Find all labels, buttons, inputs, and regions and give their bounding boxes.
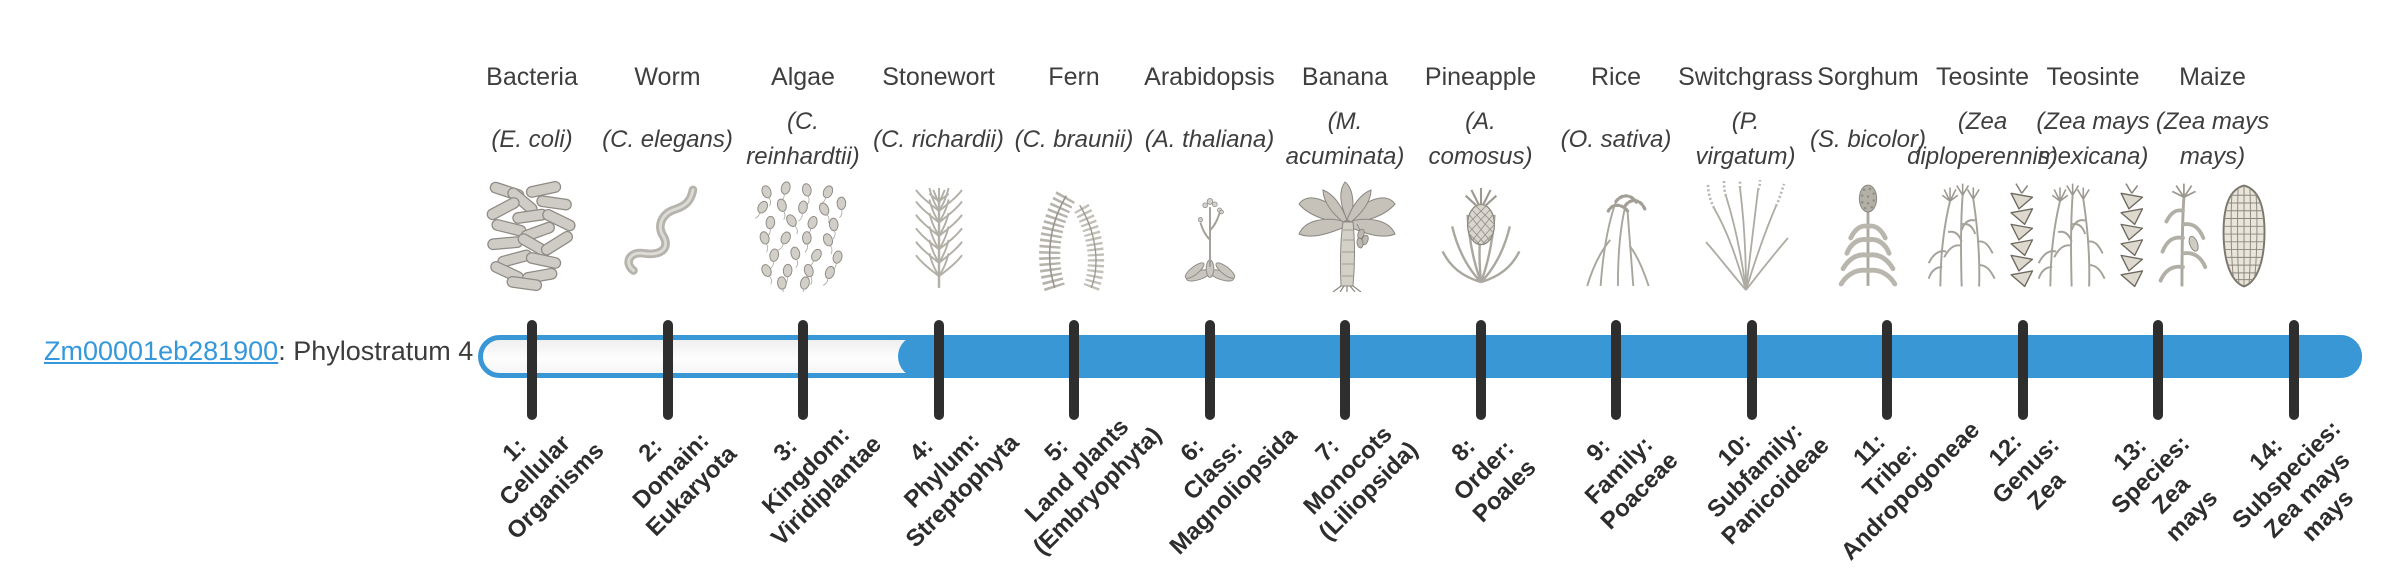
timeline-tick-9 <box>1611 320 1621 420</box>
organism-latin-name: (A. comosus) <box>1428 108 1533 170</box>
timeline-tick-5 <box>1069 320 1079 420</box>
teosinte-icon <box>1893 180 2073 292</box>
organism-name: Worm <box>634 63 701 91</box>
gene-label: Zm00001eb281900: Phylostratum 4 <box>44 336 473 367</box>
organism-column-10: Switchgrass (P. virgatum) <box>1656 62 1836 292</box>
organism-name: Maize <box>2179 63 2246 91</box>
organism-column-6: Arabidopsis (A. thaliana) <box>1120 62 1300 292</box>
timeline-tick-8 <box>1475 320 1486 420</box>
organism-column-7: Banana (M. acuminata) <box>1255 62 1435 292</box>
timeline-tick-12 <box>2017 320 2028 420</box>
organism-latin-name: (Zea diploperennis) <box>1907 108 2058 170</box>
organism-name: Sorghum <box>1817 63 1919 91</box>
organism-latin-name: (Zea mays mays) <box>2155 108 2270 170</box>
organism-column-2: Worm (C. elegans) <box>578 62 758 292</box>
organism-name: Teosinte <box>2046 63 2140 91</box>
organism-column-14: Maize (Zea mays mays) <box>2123 62 2303 292</box>
sorghum-icon <box>1778 180 1958 292</box>
timeline-fill <box>898 335 2362 378</box>
pineapple-icon <box>1391 180 1571 292</box>
organism-name: Algae <box>771 63 835 91</box>
organism-name: Switchgrass <box>1678 63 1813 91</box>
organism-name: Bacteria <box>486 63 578 91</box>
timeline-tick-1 <box>527 320 537 420</box>
organism-latin-name: (C. richardii) <box>873 125 1004 153</box>
fern-icon <box>984 180 1164 292</box>
timeline-tick-14 <box>2288 320 2299 420</box>
organism-latin-name: (C. elegans) <box>602 125 733 153</box>
organism-column-9: Rice (O. sativa) <box>1526 62 1706 292</box>
organism-latin-name: (C. braunii) <box>1014 125 1134 153</box>
timeline-tick-11 <box>1882 320 1892 420</box>
organism-latin-name: (S. bicolor) <box>1809 125 1927 153</box>
banana-icon <box>1255 180 1435 292</box>
stonewort-icon <box>849 180 1029 292</box>
organism-latin-name: (E. coli) <box>491 125 573 153</box>
gene-stratum-text: : Phylostratum 4 <box>278 336 474 366</box>
arabidopsis-icon <box>1120 180 1300 292</box>
timeline-tick-10 <box>1746 320 1757 420</box>
organism-column-5: Fern (C. braunii) <box>984 62 1164 292</box>
organism-column-12: Teosinte (Zea diploperennis) <box>1893 62 2073 292</box>
organism-column-4: Stonewort (C. richardii) <box>849 62 1029 292</box>
bacteria-icon <box>442 180 622 292</box>
organism-latin-name: (P. virgatum) <box>1695 108 1796 170</box>
timeline-tick-6 <box>1204 320 1215 420</box>
organism-column-11: Sorghum (S. bicolor) <box>1778 62 1958 292</box>
organism-column-13: Teosinte (Zea mays mexicana) <box>2003 62 2183 292</box>
timeline-tick-3 <box>798 320 808 420</box>
organism-latin-name: (O. sativa) <box>1560 125 1672 153</box>
organism-latin-name: (C. reinhardtii) <box>746 108 860 170</box>
gene-link[interactable]: Zm00001eb281900 <box>44 336 279 366</box>
organism-column-8: Pineapple (A. comosus) <box>1391 62 1571 292</box>
rice-icon <box>1526 180 1706 292</box>
switchgrass-icon <box>1656 180 1836 292</box>
organism-name: Fern <box>1048 63 1100 91</box>
timeline-tick-4 <box>933 320 944 420</box>
organism-name: Teosinte <box>1935 63 2030 91</box>
timeline-tick-2 <box>662 320 673 420</box>
organism-latin-name: (Zea mays mexicana) <box>2036 108 2150 170</box>
algae-icon <box>713 180 893 292</box>
organism-latin-name: (A. thaliana) <box>1144 125 1275 153</box>
organism-name: Banana <box>1301 63 1389 91</box>
organism-name: Arabidopsis <box>1144 63 1275 91</box>
organism-name: Rice <box>1590 63 1641 91</box>
organism-column-3: Algae (C. reinhardtii) <box>713 62 893 292</box>
timeline-tick-13 <box>2153 320 2163 420</box>
organism-latin-name: (M. acuminata) <box>1285 108 1405 170</box>
worm-icon <box>578 180 758 292</box>
teosinte-icon <box>2003 180 2183 292</box>
timeline-tick-7 <box>1340 320 1350 420</box>
organism-name: Pineapple <box>1424 63 1537 91</box>
organism-column-1: Bacteria (E. coli) <box>442 62 622 292</box>
organism-name: Stonewort <box>882 63 995 91</box>
maize-icon <box>2123 180 2303 292</box>
